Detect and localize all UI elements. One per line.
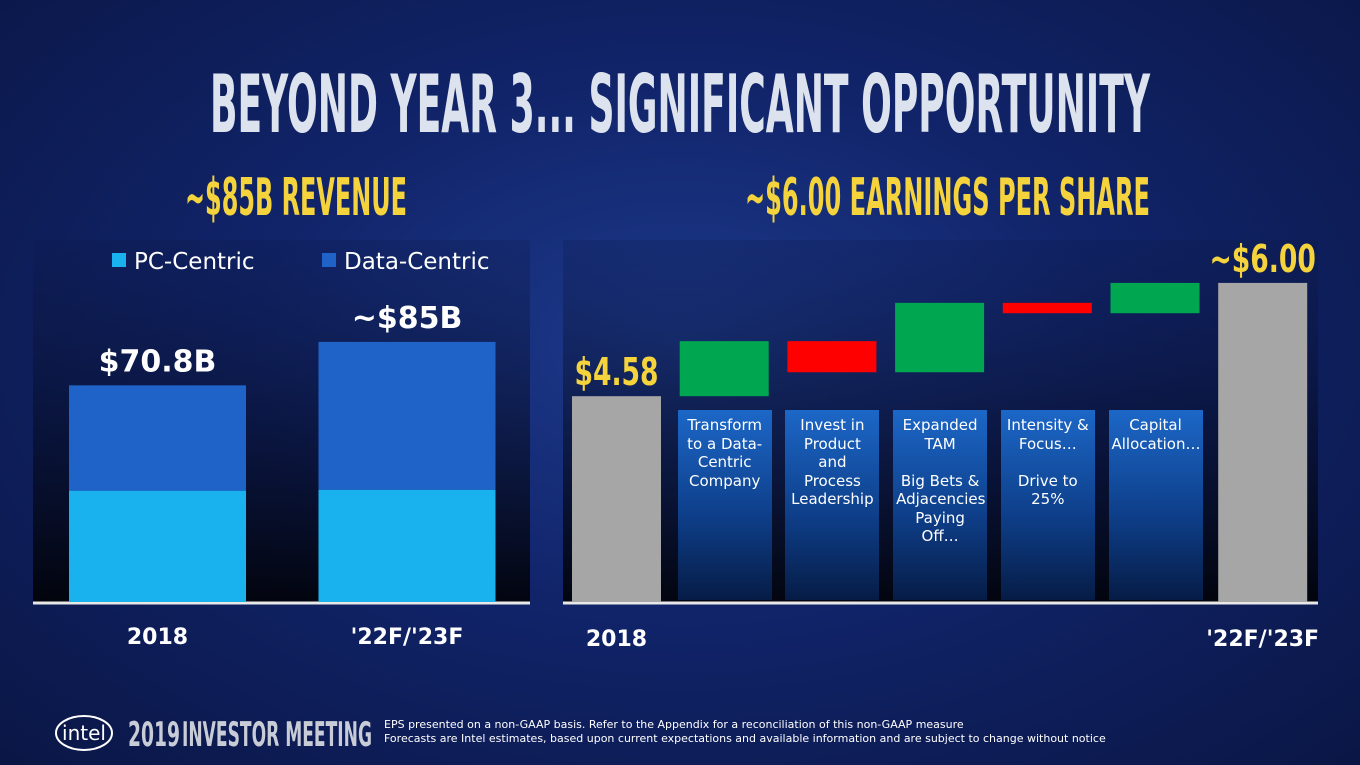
bar-segment xyxy=(318,341,496,490)
total-label: $70.8B xyxy=(99,344,217,379)
chart-title: ~$6.00 EARNINGS PER SHARE xyxy=(745,168,1150,228)
legend-swatch xyxy=(112,253,126,267)
decrease-bar xyxy=(787,341,877,373)
event-year: 2019 xyxy=(128,715,180,755)
increase-bar xyxy=(679,341,769,397)
value-label: $4.58 xyxy=(574,350,658,394)
event-name: INVESTOR MEETING xyxy=(182,715,372,755)
legend-label: Data-Centric xyxy=(344,249,490,275)
total-bar xyxy=(572,396,661,602)
slide-title: BEYOND YEAR 3... SIGNIFICANT OPPORTUNITY xyxy=(210,58,1150,151)
footnote: Forecasts are Intel estimates, based upo… xyxy=(384,732,1106,745)
value-label: ~$6.00 xyxy=(1210,237,1316,281)
footnote: EPS presented on a non-GAAP basis. Refer… xyxy=(384,718,964,731)
legend-swatch xyxy=(322,253,336,267)
total-bar xyxy=(1218,282,1308,602)
x-tick-label: 2018 xyxy=(127,625,188,650)
logo-ring xyxy=(55,715,113,751)
step-label: Expanded TAM Big Bets & Adjacencies Payi… xyxy=(893,410,988,600)
bar-segment xyxy=(318,489,496,602)
chart-title: ~$85B REVENUE xyxy=(185,168,407,228)
step-label: Transform to a Data-Centric Company xyxy=(677,410,772,600)
x-tick-label: '22F/'23F xyxy=(351,625,464,650)
step-label: Invest in Product and Process Leadership xyxy=(785,410,880,600)
bar-segment xyxy=(69,490,246,602)
logo: intel xyxy=(62,721,106,745)
legend-label: PC-Centric xyxy=(134,249,255,275)
bar-segment xyxy=(69,385,246,491)
x-tick-label: 2018 xyxy=(586,627,647,652)
total-label: ~$85B xyxy=(352,301,463,336)
step-label: Intensity & Focus… Drive to 25% xyxy=(1000,410,1095,600)
increase-bar xyxy=(1110,282,1200,314)
step-label: Capital Allocation… xyxy=(1108,410,1203,600)
decrease-bar xyxy=(1002,302,1092,314)
increase-bar xyxy=(895,302,985,373)
x-tick-label: '22F/'23F xyxy=(1206,627,1319,652)
